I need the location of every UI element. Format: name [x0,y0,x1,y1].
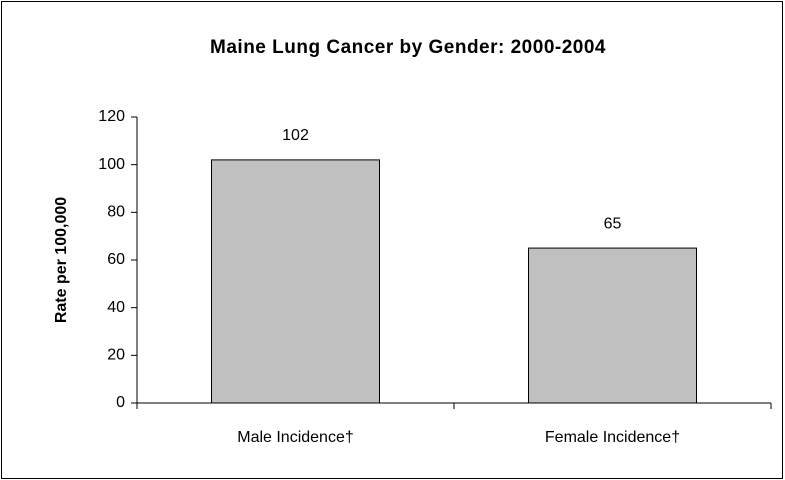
data-label: 102 [282,127,309,144]
y-tick-label: 0 [116,394,125,411]
y-tick-label: 120 [98,108,125,125]
x-tick-label: Female Incidence† [545,429,680,446]
bar [527,247,698,404]
y-tick-label: 60 [107,251,125,268]
data-label: 65 [604,215,622,232]
bar [210,159,381,404]
y-axis-title: Rate per 100,000 [53,197,70,323]
y-tick-label: 100 [98,156,125,173]
y-tick-label: 20 [107,347,125,364]
y-tick-label: 40 [107,299,125,316]
x-tick-label: Male Incidence† [237,429,354,446]
y-tick-label: 80 [107,204,125,221]
chart-title: Maine Lung Cancer by Gender: 2000-2004 [210,37,606,58]
